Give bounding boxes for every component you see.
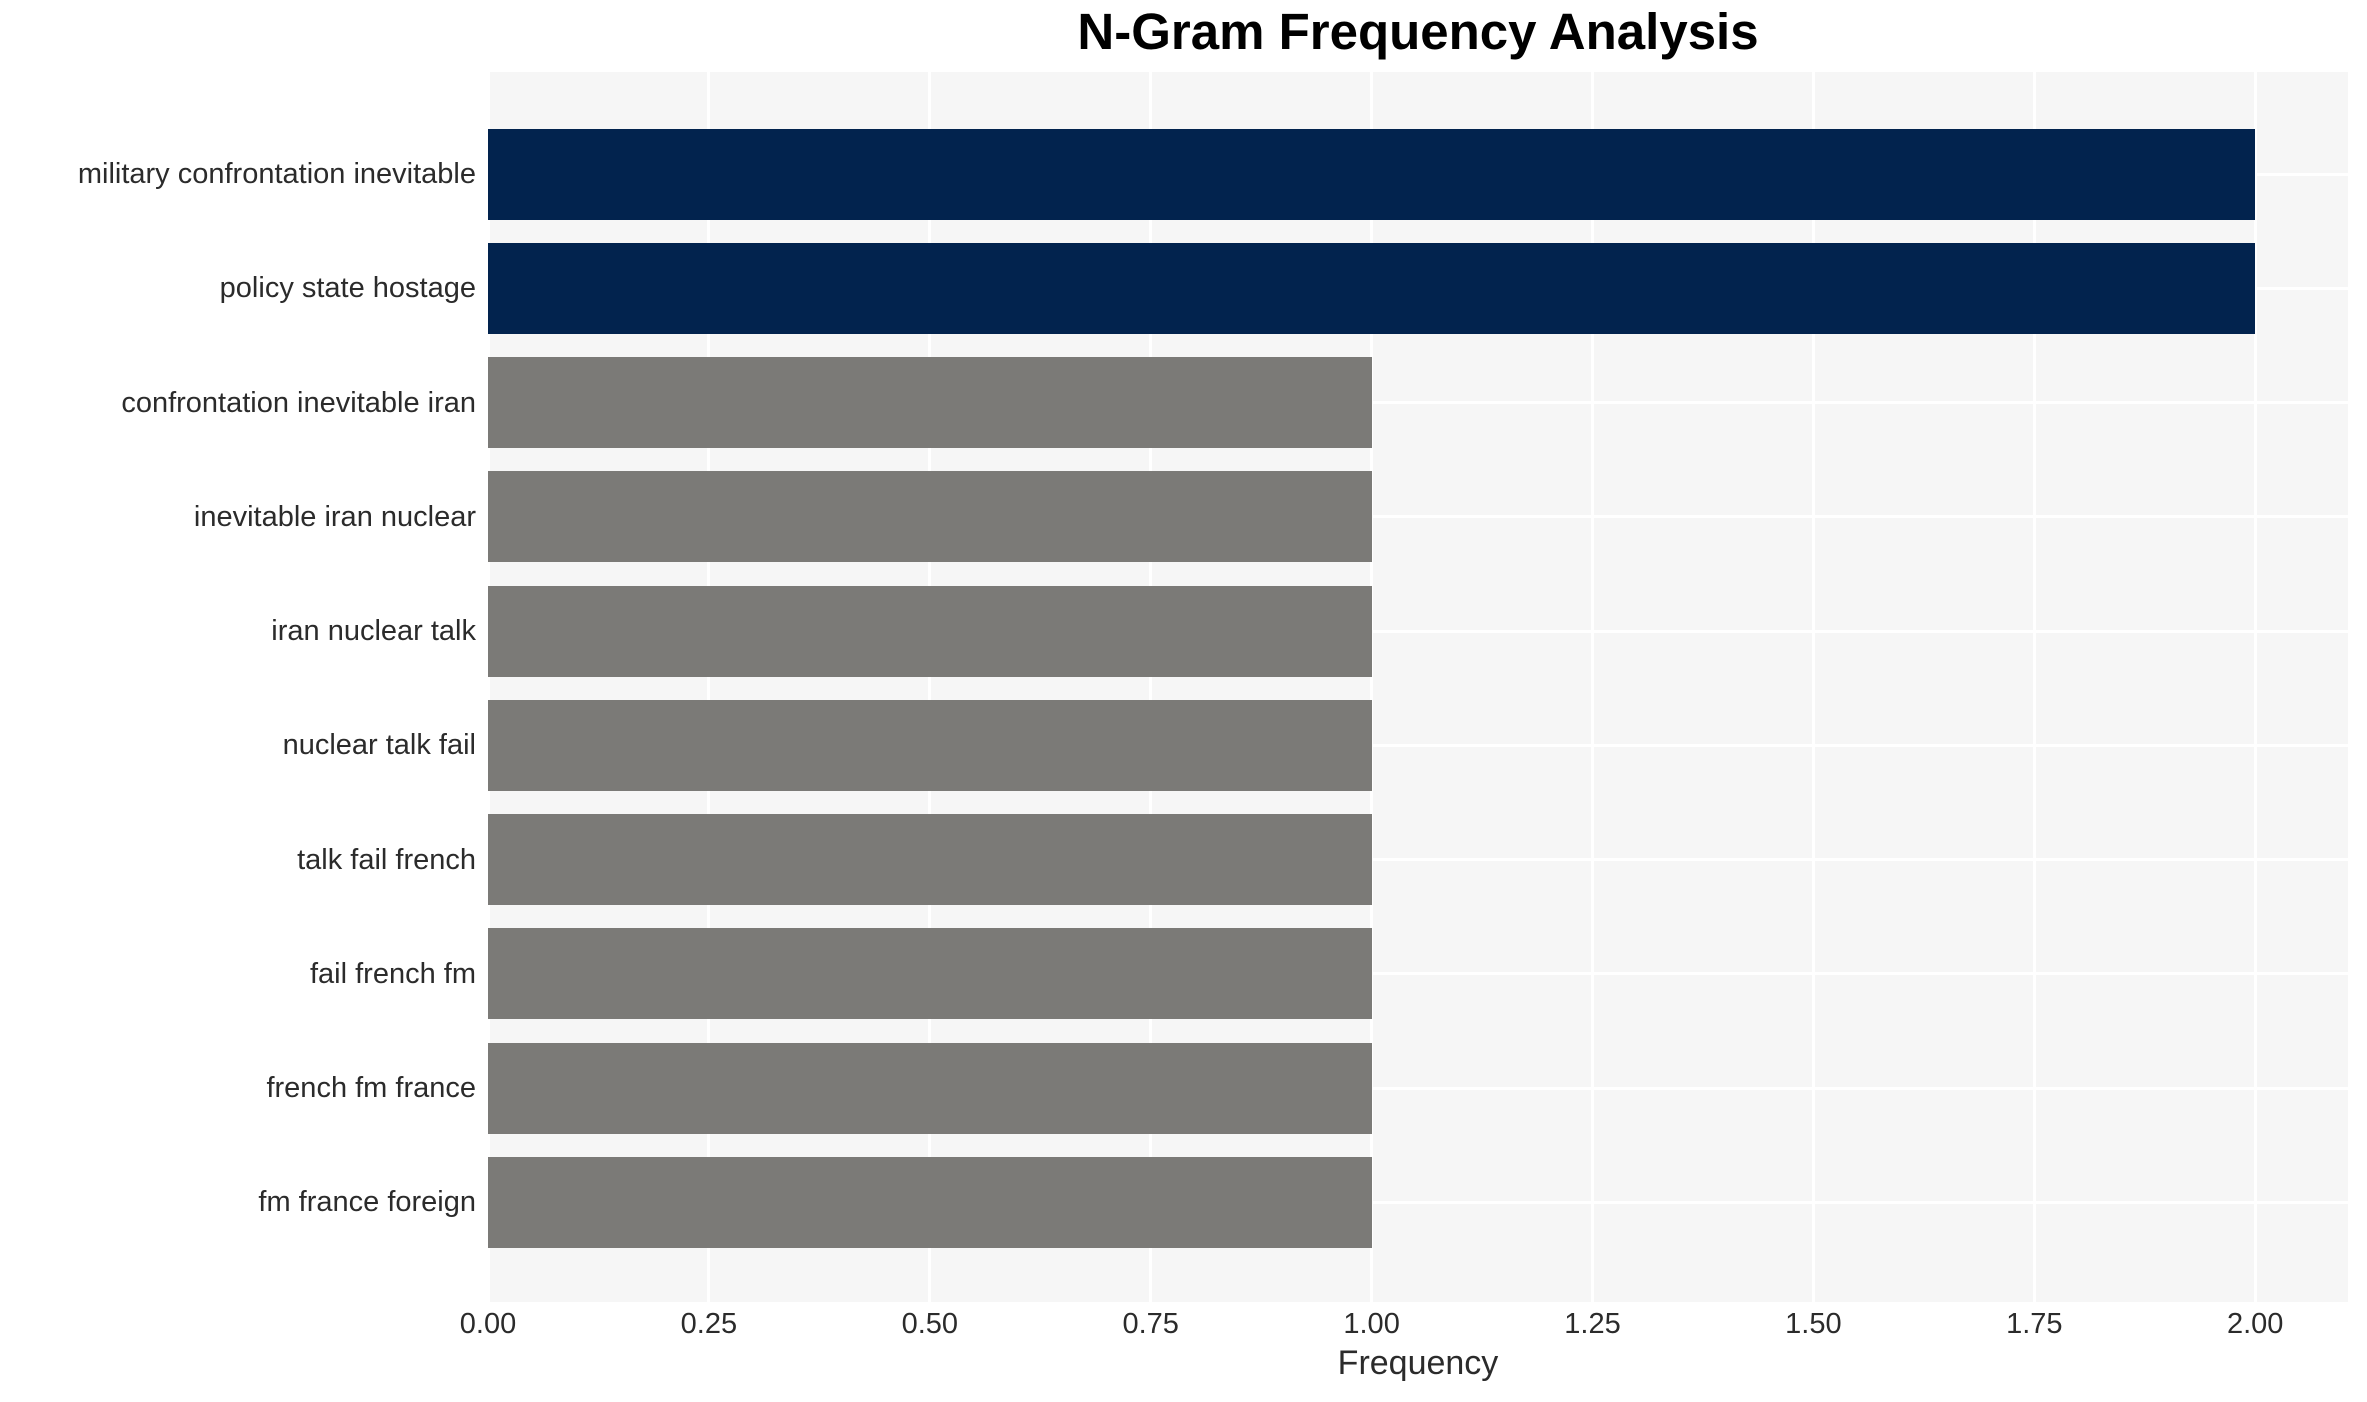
bar-fail-french-fm xyxy=(488,928,1372,1020)
y-tick-label: french fm france xyxy=(266,1072,476,1104)
x-axis-label: Frequency xyxy=(1337,1344,1499,1382)
chart-title: N-Gram Frequency Analysis xyxy=(1077,3,1759,60)
y-gridline xyxy=(488,401,2348,404)
bar-talk-fail-french xyxy=(488,814,1372,905)
y-gridline xyxy=(488,1086,2348,1090)
x-tick-label: 0.50 xyxy=(901,1308,959,1340)
x-tick-label: 1.25 xyxy=(1564,1308,1621,1340)
x-gridline-2.00 xyxy=(2253,72,2257,1302)
x-tick-label: 1.75 xyxy=(2006,1308,2063,1340)
x-tick-label: 0.75 xyxy=(1122,1308,1179,1340)
y-gridline xyxy=(488,858,2348,861)
y-tick-label: confrontation inevitable iran xyxy=(121,386,476,419)
x-tick-label: 0.25 xyxy=(680,1308,738,1340)
y-tick-label: nuclear talk fail xyxy=(282,729,476,762)
y-gridline xyxy=(488,743,2348,747)
x-gridline-1.25 xyxy=(1591,72,1594,1302)
x-gridline-0.50 xyxy=(928,72,932,1302)
bar-french-fm-france xyxy=(488,1042,1372,1134)
y-gridline xyxy=(488,629,2348,633)
x-gridline-0.00 xyxy=(486,72,490,1302)
y-tick-label: military confrontation inevitable xyxy=(77,158,476,190)
y-tick-label: fail french fm xyxy=(310,957,476,990)
x-tick-label: 1.00 xyxy=(1343,1308,1400,1340)
y-tick-label: inevitable iran nuclear xyxy=(193,500,476,533)
y-gridline xyxy=(488,972,2348,976)
y-gridline xyxy=(488,1200,2348,1204)
x-tick-label: 0.00 xyxy=(459,1308,517,1340)
y-tick-label: iran nuclear talk xyxy=(271,615,476,647)
x-tick-label: 2.00 xyxy=(2226,1308,2284,1340)
bar-nuclear-talk-fail xyxy=(488,699,1372,791)
x-gridline-0.25 xyxy=(707,72,711,1302)
bar-policy-state-hostage xyxy=(488,242,2256,334)
x-tick-label: 1.50 xyxy=(1785,1308,1842,1340)
x-gridline-1.00 xyxy=(1370,72,1374,1302)
bar-military-confrontation-inevitable xyxy=(488,128,2256,220)
bar-inevitable-iran-nuclear xyxy=(488,471,1372,563)
y-tick-label: policy state hostage xyxy=(219,272,476,305)
bar-iran-nuclear-talk xyxy=(488,585,1372,677)
y-tick-label: talk fail french xyxy=(297,843,476,876)
x-gridline-1.75 xyxy=(2032,72,2036,1302)
bar-fm-france-foreign xyxy=(488,1156,1372,1248)
y-tick-label: fm france foreign xyxy=(258,1186,476,1219)
x-gridline-1.50 xyxy=(1811,72,1815,1302)
y-gridline xyxy=(488,515,2348,519)
bar-confrontation-inevitable-iran xyxy=(488,357,1372,448)
plot-area xyxy=(486,72,2348,1302)
x-gridline-0.75 xyxy=(1149,72,1153,1302)
